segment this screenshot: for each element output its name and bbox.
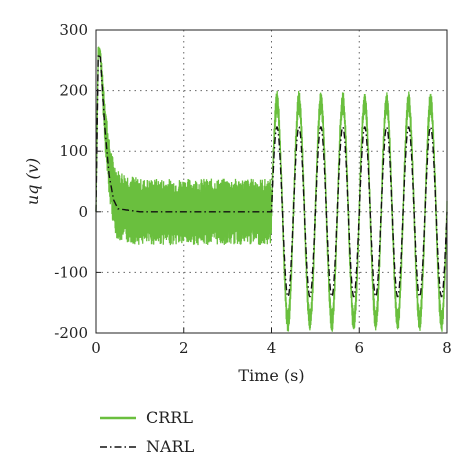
legend-label-crrl: CRRL	[146, 408, 193, 427]
y-tick-label: 0	[78, 203, 88, 221]
x-axis-label: Time (s)	[238, 366, 304, 385]
y-axis-label: uq (v)	[23, 158, 42, 205]
legend-label-narl: NARL	[146, 437, 195, 456]
y-tick-label: 100	[59, 142, 88, 160]
legend: CRRL NARL	[100, 408, 195, 456]
x-tick-label: 2	[179, 339, 189, 357]
x-tick-label: 8	[442, 339, 452, 357]
y-tick-label: 300	[59, 21, 88, 39]
x-tick-label: 0	[91, 339, 101, 357]
grid	[96, 30, 447, 333]
y-tick-label: -200	[54, 324, 88, 342]
x-axis: 0 2 4 6 8	[91, 328, 452, 357]
narl-line	[95, 51, 448, 298]
y-axis: -200 -100 0 100 200 300	[54, 21, 101, 342]
y-tick-label: -100	[54, 263, 88, 281]
series-narl	[95, 51, 448, 298]
y-tick-label: 200	[59, 82, 88, 100]
x-tick-label: 6	[354, 339, 364, 357]
x-tick-label: 4	[267, 339, 277, 357]
